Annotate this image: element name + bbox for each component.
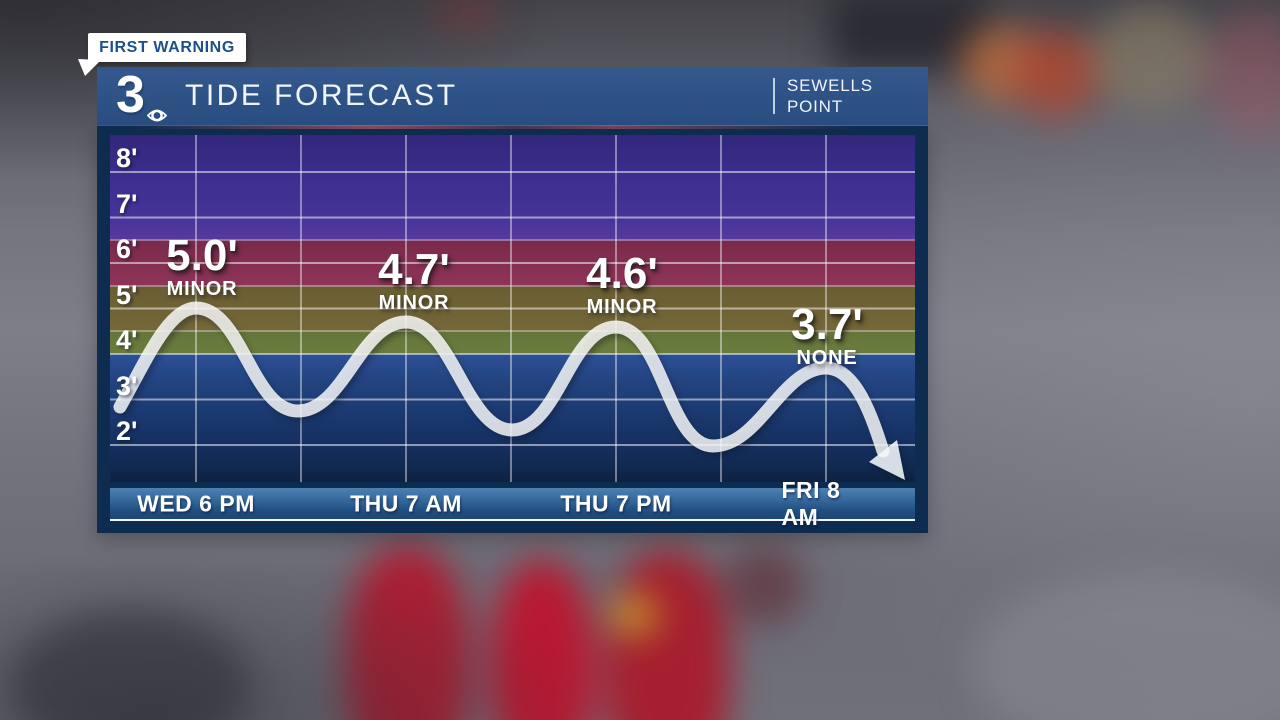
location-line-2: POINT (787, 97, 843, 116)
high-tide-value-1: 5.0' (166, 231, 238, 280)
station-logo: 3 (116, 69, 168, 123)
ytick-4ft: 4' (116, 325, 138, 355)
first-warning-badge: FIRST WARNING (78, 33, 246, 76)
xtick-thu-7pm: THU 7 PM (560, 490, 672, 516)
tide-chart-frame: 8' 7' 6' 5' 4' 3' 2' 5.0' MINOR 4.7' MIN… (97, 126, 928, 533)
ytick-6ft: 6' (116, 234, 138, 264)
xtick-wed-6pm: WED 6 PM (137, 490, 255, 516)
time-axis-bar: WED 6 PM THU 7 AM THU 7 PM FRI 8 AM (110, 477, 915, 530)
ytick-5ft: 5' (116, 280, 138, 310)
falling-arrowhead (869, 440, 905, 480)
ytick-8ft: 8' (116, 143, 138, 173)
location-line-1: SEWELLS (787, 76, 873, 95)
ytick-7ft: 7' (116, 189, 138, 219)
xtick-thu-7am: THU 7 AM (350, 490, 462, 516)
xtick-fri-8am: FRI 8 AM (781, 476, 841, 530)
high-tide-impact-1: MINOR (166, 278, 238, 300)
tide-curve (113, 301, 905, 480)
station-logo-number: 3 (116, 66, 145, 124)
high-tide-label-3: 4.6' MINOR (586, 249, 658, 319)
ytick-2ft: 2' (116, 416, 138, 446)
high-tide-label-1: 5.0' MINOR (166, 231, 238, 301)
high-tide-impact-2: MINOR (378, 292, 450, 314)
high-tide-label-4: 3.7' NONE (791, 300, 863, 370)
high-tide-value-4: 3.7' (791, 300, 863, 349)
header-bar: 3 TIDE FORECAST SEWELLS POINT (97, 67, 928, 129)
high-tide-label-2: 4.7' MINOR (378, 245, 450, 315)
header-divider (773, 78, 775, 114)
cbs-eye-icon (146, 109, 168, 122)
high-tide-value-3: 4.6' (586, 249, 658, 298)
high-tide-impact-3: MINOR (586, 296, 658, 318)
location-label: SEWELLS POINT (787, 75, 873, 117)
first-warning-label: FIRST WARNING (99, 38, 235, 56)
tide-chart-plot-area: 8' 7' 6' 5' 4' 3' 2' 5.0' MINOR 4.7' MIN… (110, 135, 915, 482)
high-tide-impact-4: NONE (796, 347, 858, 369)
page-title: TIDE FORECAST (185, 79, 458, 112)
ytick-3ft: 3' (116, 371, 138, 401)
badge-tail-pointer (78, 59, 101, 76)
high-tide-value-2: 4.7' (378, 245, 450, 294)
